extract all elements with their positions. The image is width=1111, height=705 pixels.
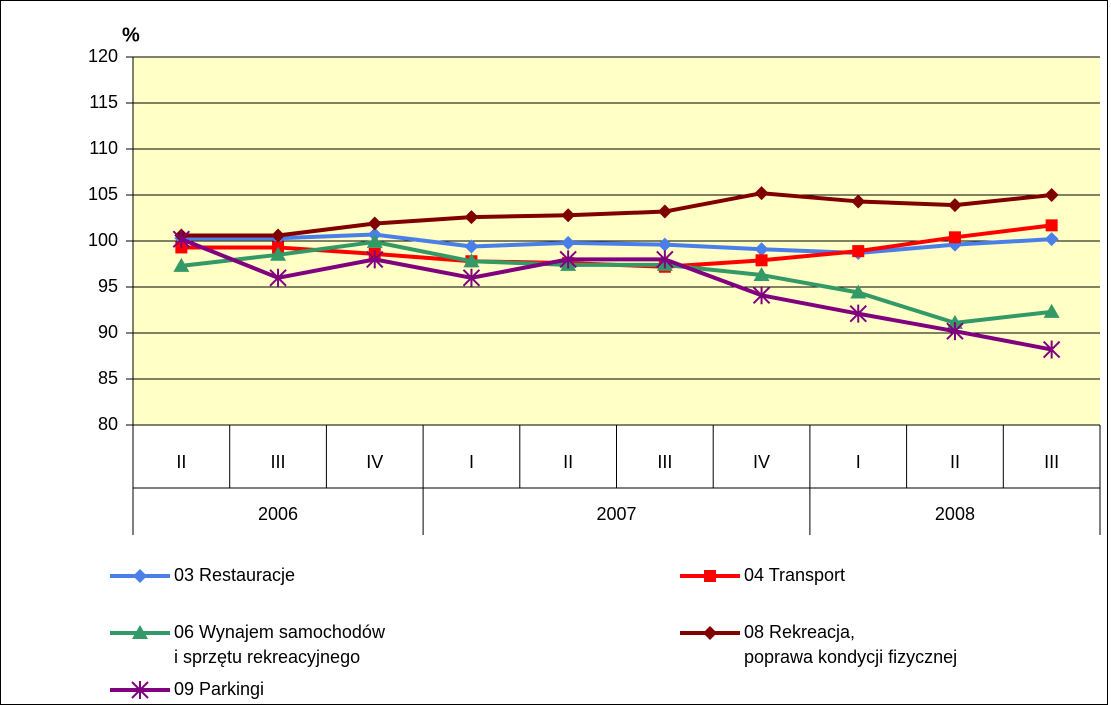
series-line [181, 239, 1052, 325]
x-group-label: 2007 [596, 504, 636, 524]
marker [366, 250, 384, 269]
legend-label-line: i sprzętu rekreacyjnego [174, 647, 360, 667]
marker [946, 314, 963, 329]
x-group-label: 2008 [935, 504, 975, 524]
legend-label-line: 04 Transport [744, 565, 845, 585]
x-tick-label: II [950, 452, 960, 472]
legend-label-line: 08 Rekreacja, [744, 622, 855, 642]
marker [850, 284, 867, 299]
legend-item: 08 Rekreacja, poprawa kondycji fizycznej [680, 622, 957, 667]
x-tick-label: IV [753, 452, 770, 472]
x-tick-label: I [856, 452, 861, 472]
y-tick-label: 120 [88, 46, 118, 66]
y-tick-label: 105 [88, 184, 118, 204]
marker [755, 254, 768, 267]
y-tick-label: 100 [88, 230, 118, 250]
marker [657, 237, 672, 252]
marker [1045, 219, 1058, 232]
marker [269, 268, 287, 287]
marker [462, 268, 481, 287]
legend-item: 09 Parkingi [110, 679, 264, 699]
marker [561, 208, 576, 223]
marker [172, 230, 191, 249]
legend-item: 04 Transport [680, 565, 845, 585]
marker [464, 210, 479, 225]
y-axis-label: % [122, 24, 140, 46]
legend-item: 03 Restauracje [110, 565, 295, 585]
x-tick-label: III [1044, 452, 1059, 472]
marker [133, 569, 147, 583]
marker [851, 194, 866, 209]
marker [704, 570, 716, 582]
legend-label: 06 Wynajem samochodów i sprzętu rekreacyj… [174, 622, 386, 667]
legend-label: 04 Transport [744, 565, 845, 585]
x-tick-label: I [469, 452, 474, 472]
marker [1044, 188, 1059, 202]
x-tick-label: IV [366, 452, 383, 472]
marker [173, 257, 190, 272]
series-line [181, 191, 1052, 238]
marker [754, 186, 769, 201]
marker [561, 235, 576, 250]
marker [559, 250, 577, 269]
marker [1044, 232, 1059, 247]
legend-label-line: 03 Restauracje [174, 565, 295, 585]
marker [271, 228, 286, 243]
x-tick-label: III [271, 452, 286, 472]
y-tick-label: 80 [98, 414, 118, 434]
marker [849, 304, 867, 323]
marker [754, 242, 769, 257]
legend-item: 06 Wynajem samochodów i sprzętu rekreacyj… [110, 622, 386, 667]
marker [463, 253, 480, 268]
marker [947, 198, 962, 213]
marker [366, 233, 383, 248]
legend-label-line: 09 Parkingi [174, 679, 264, 699]
x-tick-label: II [563, 452, 573, 472]
x-tick-label: III [657, 452, 672, 472]
y-tick-label: 95 [98, 276, 118, 296]
marker [753, 267, 770, 282]
marker [948, 231, 961, 244]
marker [752, 286, 771, 305]
marker [131, 681, 149, 699]
marker [656, 250, 674, 269]
marker [132, 625, 148, 639]
marker [703, 626, 717, 640]
x-group-label: 2006 [258, 504, 298, 524]
y-tick-label: 115 [89, 92, 118, 112]
marker [270, 246, 287, 261]
y-tick-label: 90 [98, 322, 118, 342]
legend-label: 09 Parkingi [174, 679, 264, 699]
marker [464, 239, 479, 254]
legend-label: 08 Rekreacja, poprawa kondycji fizycznej [744, 622, 957, 667]
marker [367, 216, 382, 231]
y-tick-label: 110 [89, 138, 118, 158]
legend-label: 03 Restauracje [174, 565, 295, 585]
x-tick-label: II [176, 452, 186, 472]
marker [852, 245, 865, 258]
legend-label-line: 06 Wynajem samochodów [174, 622, 386, 642]
marker [1042, 340, 1061, 359]
legend-label-line: poprawa kondycji fizycznej [744, 647, 957, 667]
marker [946, 322, 964, 341]
marker [657, 204, 672, 219]
series-line [181, 232, 1052, 255]
marker [1043, 303, 1060, 318]
series-line [180, 237, 1053, 352]
y-tick-label: 85 [98, 368, 118, 388]
